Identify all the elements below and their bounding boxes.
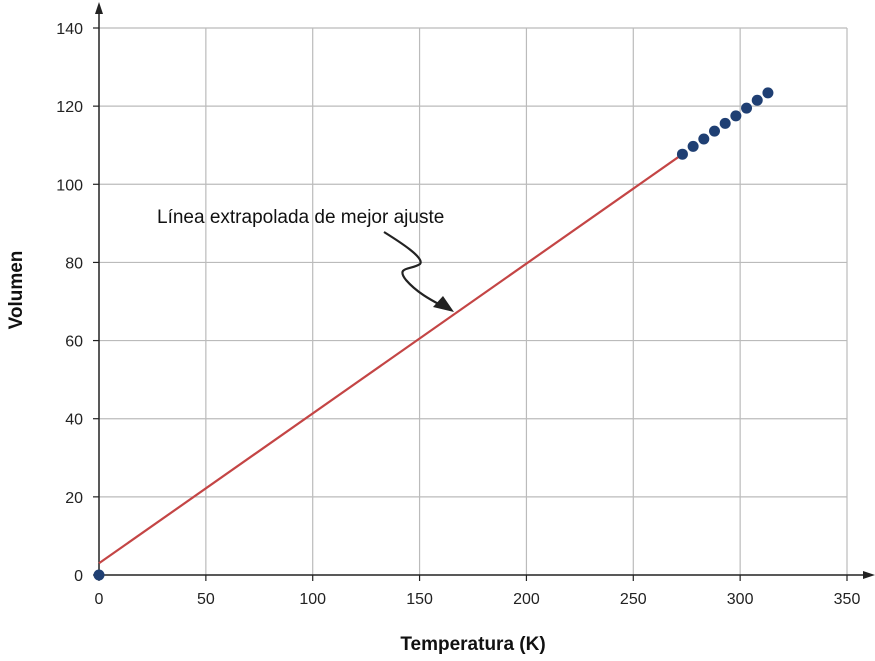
axes xyxy=(93,2,875,581)
y-axis-label: Volumen xyxy=(6,251,27,330)
annotation-arrow xyxy=(383,231,447,309)
y-tick-label: 0 xyxy=(74,568,83,585)
y-tick-label: 20 xyxy=(65,490,83,507)
y-tick-label: 80 xyxy=(65,255,83,272)
x-tick-label: 50 xyxy=(197,591,215,608)
y-tick-label: 100 xyxy=(56,177,83,194)
series xyxy=(93,87,774,581)
data-point xyxy=(730,110,742,122)
data-point xyxy=(751,94,763,106)
x-axis-arrow xyxy=(863,571,875,579)
data-point xyxy=(719,117,731,129)
x-tick-label: 0 xyxy=(95,591,104,608)
data-point xyxy=(676,148,688,160)
x-tick-label: 350 xyxy=(834,591,861,608)
y-axis-arrow xyxy=(95,2,103,14)
tick-labels: 0 50 100 150 200 250 300 350 0 20 40 60 80 100 120 140 xyxy=(56,21,860,608)
x-tick-label: 250 xyxy=(620,591,647,608)
annotation-arrowhead xyxy=(433,296,454,312)
data-point xyxy=(708,125,720,137)
y-tick-label: 140 xyxy=(56,21,83,38)
data-point xyxy=(93,569,105,581)
x-tick-label: 200 xyxy=(513,591,540,608)
x-tick-label: 150 xyxy=(406,591,433,608)
annotation-text: Línea extrapolada de mejor ajuste xyxy=(157,207,444,228)
fit-line xyxy=(98,153,684,565)
data-point xyxy=(741,102,753,114)
data-point xyxy=(698,133,710,145)
x-axis-label: Temperatura (K) xyxy=(400,634,545,655)
y-tick-label: 120 xyxy=(56,99,83,116)
x-tick-label: 100 xyxy=(299,591,326,608)
x-tick-label: 300 xyxy=(727,591,754,608)
y-tick-label: 40 xyxy=(65,412,83,429)
data-point xyxy=(687,140,699,152)
data-point xyxy=(762,87,774,99)
y-tick-label: 60 xyxy=(65,334,83,351)
